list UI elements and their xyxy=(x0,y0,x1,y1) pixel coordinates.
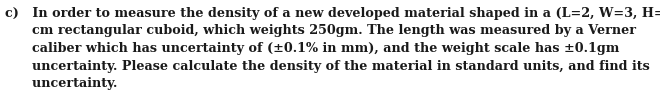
Text: caliber which has uncertainty of (±0.1% in mm), and the weight scale has ±0.1gm: caliber which has uncertainty of (±0.1% … xyxy=(5,42,620,55)
Text: uncertainty.: uncertainty. xyxy=(5,77,117,90)
Text: c)   In order to measure the density of a new developed material shaped in a (L=: c) In order to measure the density of a … xyxy=(5,7,660,20)
Text: uncertainty. Please calculate the density of the material in standard units, and: uncertainty. Please calculate the densit… xyxy=(5,60,650,73)
Text: cm rectangular cuboid, which weights 250gm. The length was measured by a Verner: cm rectangular cuboid, which weights 250… xyxy=(5,24,636,37)
